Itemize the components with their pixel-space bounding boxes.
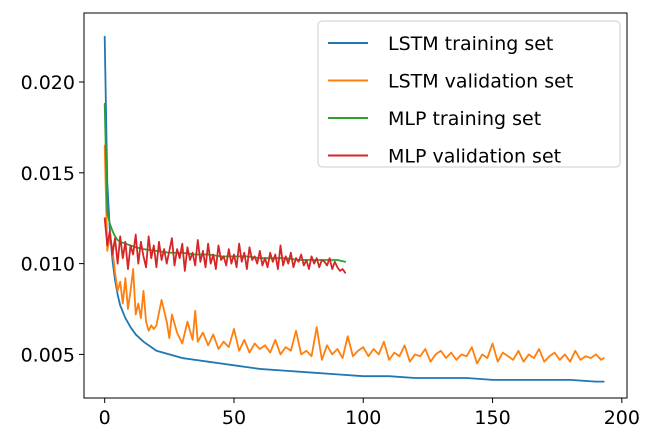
- legend: LSTM training set LSTM validation set MLP …: [317, 20, 621, 168]
- legend-label-2: LSTM validation set: [388, 71, 573, 93]
- series-line-2: [103, 144, 605, 365]
- legend-label-4: MLP validation set: [388, 146, 561, 168]
- legend-label-3: MLP training set: [388, 108, 541, 130]
- series-line-4: [103, 217, 347, 274]
- plot-area-frame: [83, 12, 628, 399]
- x-tick-label: 200: [604, 407, 640, 429]
- series-line-3: [103, 102, 347, 263]
- y-axis-ticks: 0.005 0.010 0.015 0.020: [21, 72, 84, 366]
- y-tick-label: 0.005: [21, 344, 75, 366]
- x-tick-label: 50: [222, 407, 246, 429]
- y-tick-label: 0.020: [21, 72, 75, 94]
- x-axis-ticks: 0 50 100 150 200: [99, 398, 640, 429]
- legend-label-1: LSTM training set: [388, 33, 553, 55]
- x-tick-label: 0: [99, 407, 111, 429]
- x-tick-label: 150: [474, 407, 510, 429]
- series-line-1: [103, 35, 605, 383]
- x-tick-label: 100: [345, 407, 381, 429]
- series-layer: [103, 35, 605, 383]
- y-tick-label: 0.015: [21, 163, 75, 185]
- y-tick-label: 0.010: [21, 254, 75, 276]
- legend-box: [317, 20, 621, 168]
